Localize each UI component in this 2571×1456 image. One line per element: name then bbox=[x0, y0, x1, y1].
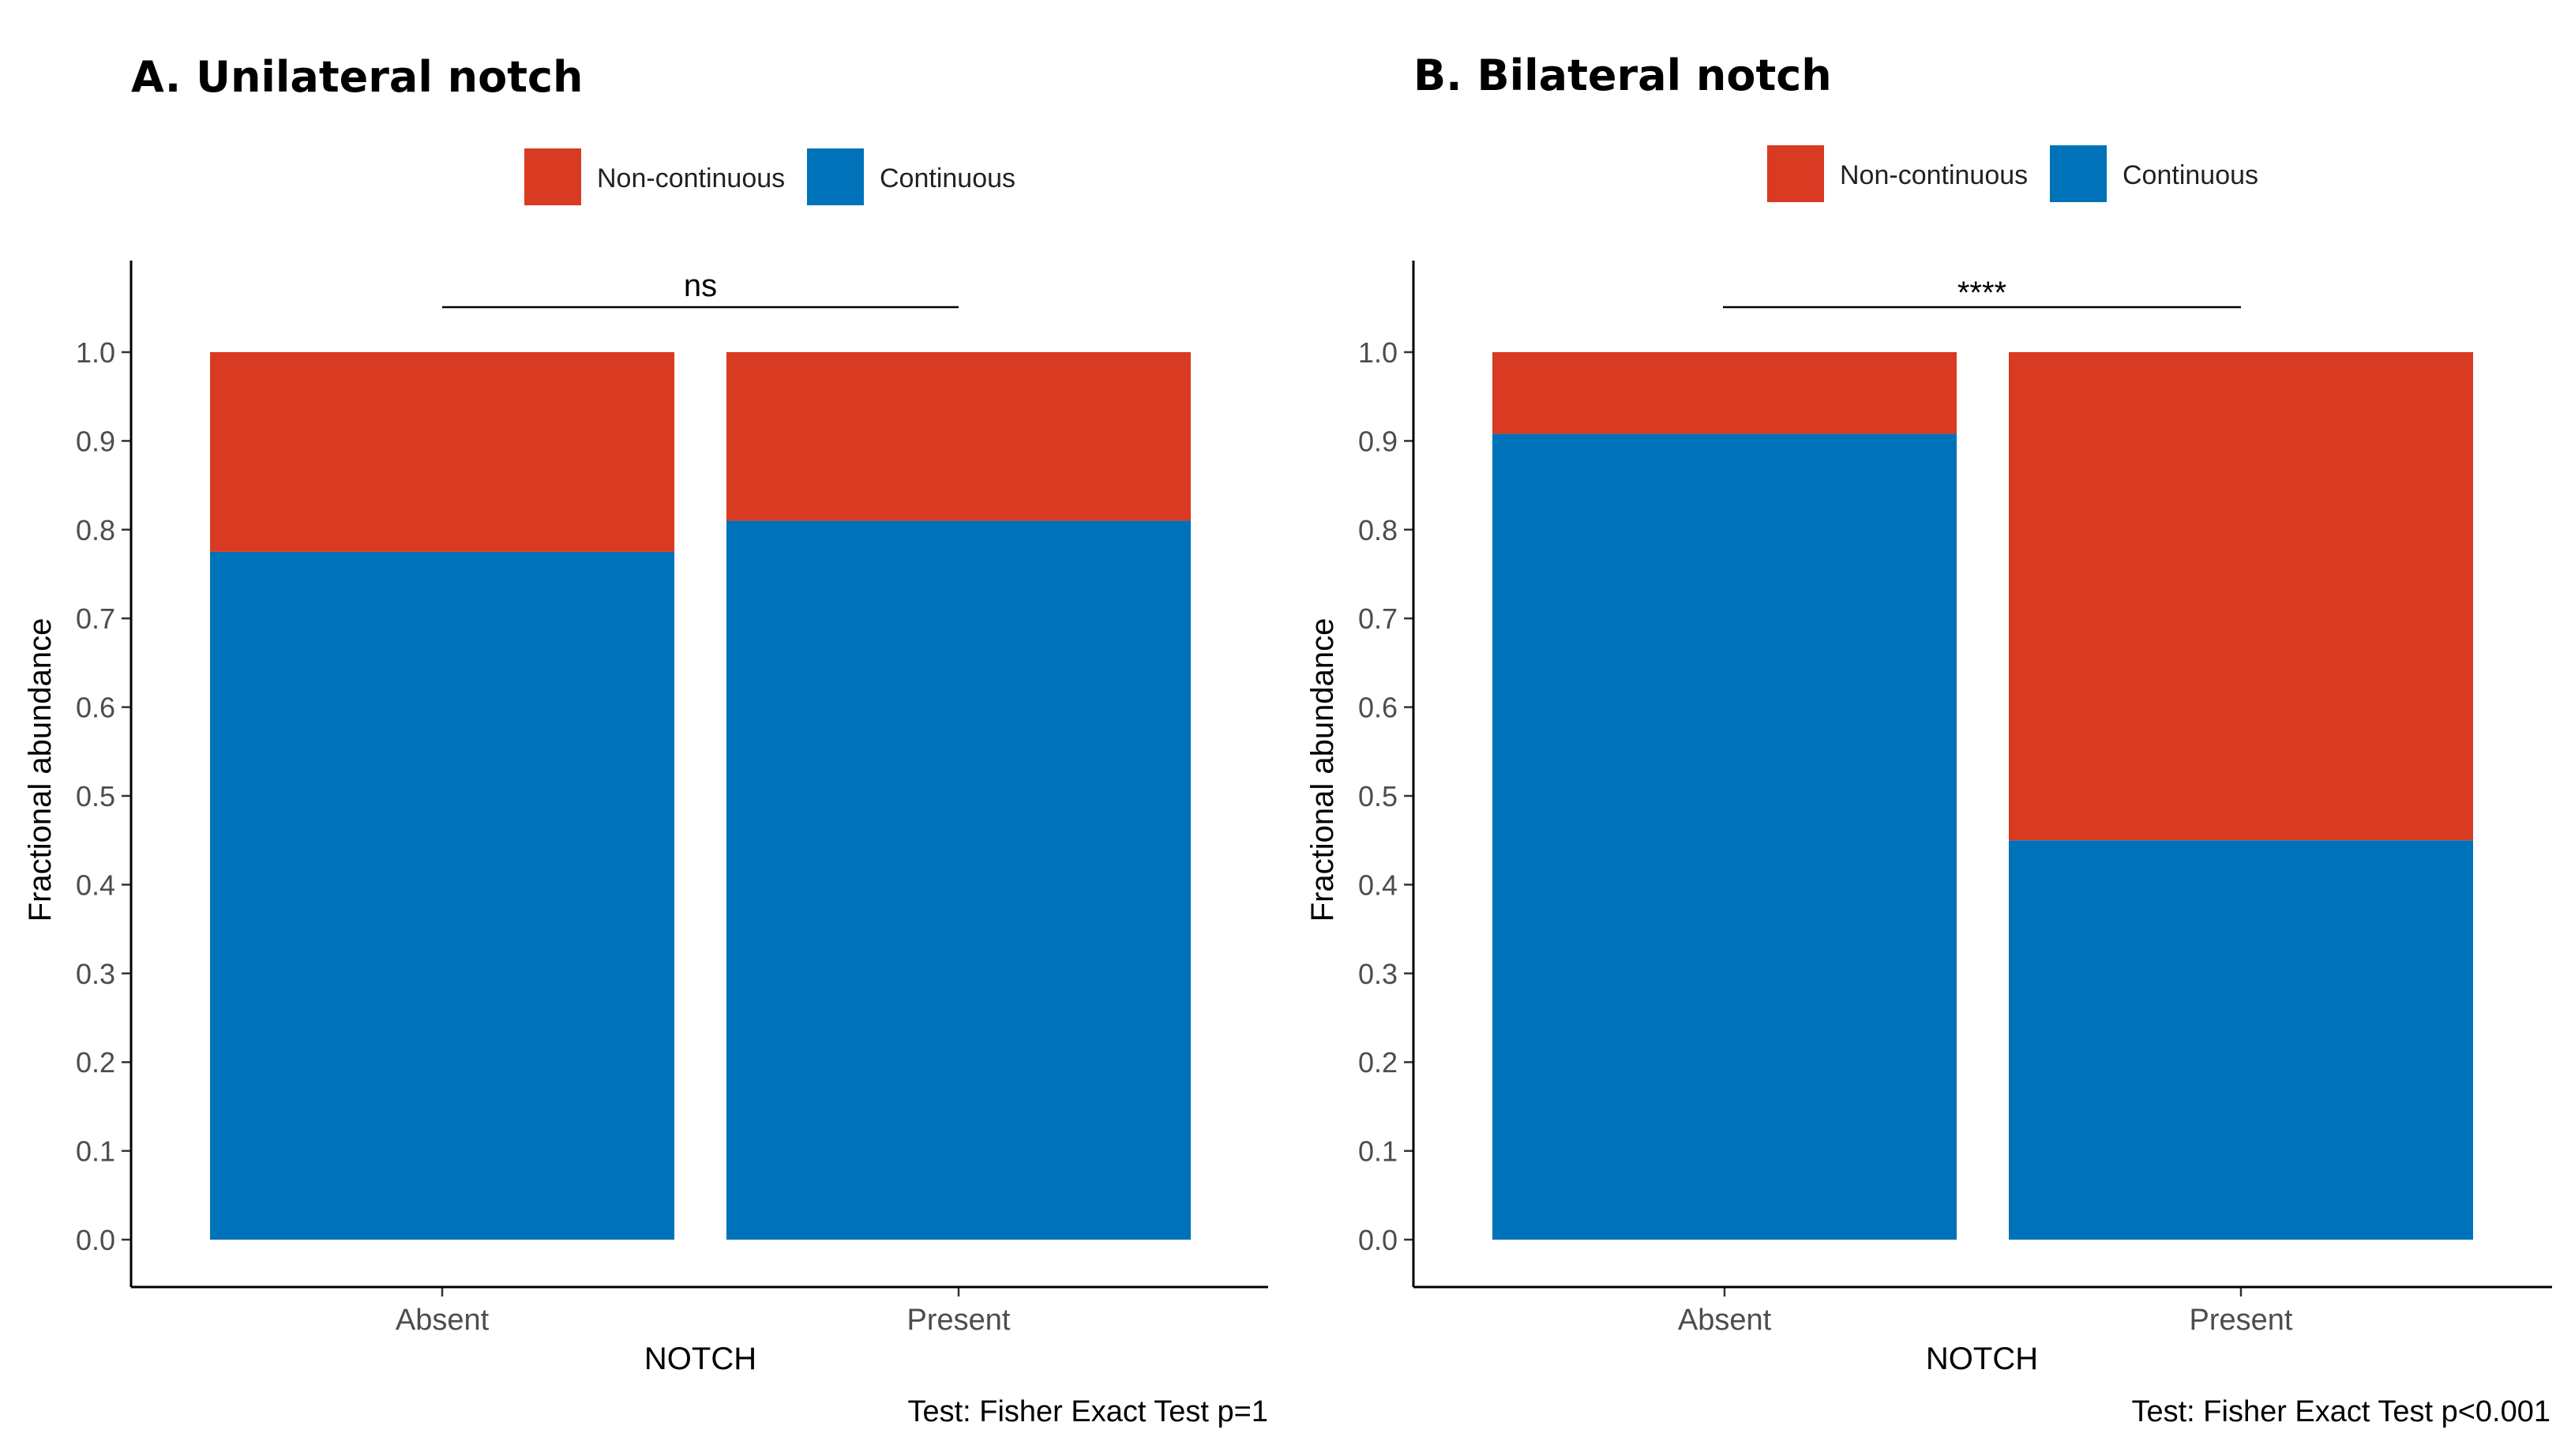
legend-swatch-continuous bbox=[807, 148, 864, 205]
y-tick-label: 0.3 bbox=[1358, 958, 1398, 990]
y-axis-ticks: 0.0 0.1 0.2 0.3 0.4 0.5 0.6 0.7 0.8 0.9 1.0 bbox=[76, 336, 131, 1256]
y-tick-label: 0.8 bbox=[1358, 514, 1398, 546]
legend-label-continuous: Continuous bbox=[2122, 160, 2258, 190]
panel-title: B. Bilateral notch bbox=[1413, 51, 1832, 100]
bar-absent-non-continuous bbox=[210, 352, 674, 552]
y-tick-label: 0.1 bbox=[76, 1135, 115, 1168]
x-axis-title: NOTCH bbox=[644, 1342, 756, 1376]
y-tick-label: 0.7 bbox=[76, 602, 115, 635]
y-tick-label: 0.4 bbox=[1358, 869, 1398, 901]
y-tick-label: 0.0 bbox=[76, 1224, 115, 1256]
test-caption: Test: Fisher Exact Test p=1 bbox=[907, 1395, 1268, 1428]
significance-bracket: ns bbox=[442, 268, 959, 309]
bars bbox=[210, 352, 1191, 1240]
bar-absent-continuous bbox=[210, 551, 674, 1240]
bar-absent-non-continuous bbox=[1492, 352, 1957, 434]
y-tick-label: 0.0 bbox=[1358, 1224, 1398, 1256]
panel-unilateral: A. Unilateral notch Non-continuous Conti… bbox=[23, 52, 1268, 1428]
x-axis-ticks: Absent Present bbox=[396, 1287, 1011, 1337]
bar-present-continuous bbox=[2009, 840, 2473, 1240]
legend-swatch-continuous bbox=[2050, 145, 2107, 202]
y-tick-label: 1.0 bbox=[1358, 336, 1398, 369]
x-axis-title: NOTCH bbox=[1926, 1342, 2038, 1376]
bar-present-continuous bbox=[726, 520, 1191, 1240]
y-tick-label: 0.9 bbox=[1358, 425, 1398, 457]
y-tick-label: 0.5 bbox=[1358, 780, 1398, 812]
legend-swatch-non-continuous bbox=[524, 148, 581, 205]
y-tick-label: 0.9 bbox=[76, 425, 115, 457]
y-tick-label: 0.5 bbox=[76, 780, 115, 812]
x-tick-label-present: Present bbox=[907, 1304, 1011, 1337]
y-tick-label: 0.6 bbox=[1358, 692, 1398, 724]
legend-swatch-non-continuous bbox=[1767, 145, 1824, 202]
panel-title: A. Unilateral notch bbox=[131, 52, 583, 102]
y-tick-label: 0.6 bbox=[76, 692, 115, 724]
significance-label: **** bbox=[1957, 276, 2006, 310]
y-tick-label: 0.1 bbox=[1358, 1135, 1398, 1168]
x-tick-label-present: Present bbox=[2190, 1304, 2293, 1337]
test-caption: Test: Fisher Exact Test p<0.001 bbox=[2131, 1395, 2550, 1428]
y-tick-label: 0.3 bbox=[76, 958, 115, 990]
x-tick-label-absent: Absent bbox=[396, 1304, 490, 1337]
x-tick-label-absent: Absent bbox=[1678, 1304, 1772, 1337]
y-axis-title: Fractional abundance bbox=[23, 618, 58, 922]
significance-bracket: **** bbox=[1723, 276, 2241, 310]
y-tick-label: 0.8 bbox=[76, 514, 115, 546]
legend: Non-continuous Continuous bbox=[524, 148, 1015, 205]
y-axis-title: Fractional abundance bbox=[1305, 618, 1340, 922]
y-tick-label: 0.2 bbox=[76, 1046, 115, 1079]
y-tick-label: 0.4 bbox=[76, 869, 115, 901]
y-tick-label: 0.2 bbox=[1358, 1046, 1398, 1079]
bar-present-non-continuous bbox=[726, 352, 1191, 521]
bar-present-non-continuous bbox=[2009, 352, 2473, 841]
bars bbox=[1492, 352, 2473, 1240]
y-tick-label: 1.0 bbox=[76, 336, 115, 369]
x-axis-ticks: Absent Present bbox=[1678, 1287, 2293, 1337]
legend-label-continuous: Continuous bbox=[880, 163, 1015, 193]
y-tick-label: 0.7 bbox=[1358, 602, 1398, 635]
significance-label: ns bbox=[684, 268, 717, 303]
bar-absent-continuous bbox=[1492, 433, 1957, 1240]
legend-label-non-continuous: Non-continuous bbox=[597, 163, 785, 193]
y-axis-ticks: 0.0 0.1 0.2 0.3 0.4 0.5 0.6 0.7 0.8 0.9 1.0 bbox=[1358, 336, 1413, 1256]
panel-bilateral: B. Bilateral notch Non-continuous Contin… bbox=[1305, 51, 2552, 1428]
legend: Non-continuous Continuous bbox=[1767, 145, 2258, 202]
legend-label-non-continuous: Non-continuous bbox=[1840, 160, 2028, 190]
